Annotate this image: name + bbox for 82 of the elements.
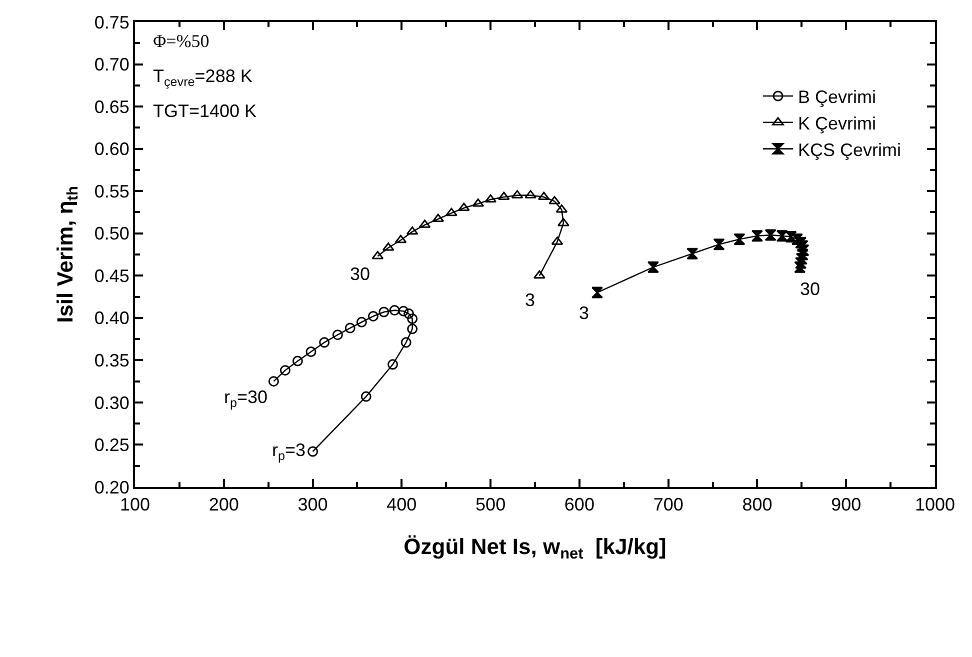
x-tick-label: 100: [120, 494, 150, 515]
point: [734, 234, 746, 246]
point: [445, 208, 458, 216]
point: [389, 305, 400, 316]
point: [308, 446, 318, 457]
y-tick-label: 0.45: [94, 266, 130, 286]
point: [556, 204, 568, 213]
x-tick-label: 400: [386, 494, 417, 515]
x-tick-label: 300: [298, 494, 328, 515]
y-tick-label: 0.40: [94, 308, 130, 328]
y-tick-label: 0.35: [94, 350, 130, 370]
annotation: TGT=1400 K: [153, 101, 257, 121]
x-tick-label: 700: [653, 494, 684, 515]
point: [557, 218, 570, 226]
annotation: r$_{p}$=3: [272, 440, 306, 463]
annotation: T$_{çevre}$=288 K: [153, 66, 252, 89]
x-tick-label: 1000: [914, 494, 956, 515]
point: [533, 270, 546, 279]
y-tick-label: 0.20: [94, 477, 130, 498]
point: [292, 356, 303, 366]
point: [404, 308, 414, 319]
point: [394, 234, 407, 244]
point: [306, 346, 316, 357]
point: [538, 192, 550, 200]
y-tick-label: 0.50: [94, 224, 130, 244]
point: [372, 250, 384, 260]
point: [686, 248, 698, 260]
point: [360, 391, 372, 402]
point: [332, 330, 343, 340]
point: [548, 196, 561, 204]
point: [791, 234, 803, 246]
point: [356, 316, 367, 328]
annotation: r$_{p}$=30: [224, 387, 268, 410]
point: [764, 229, 776, 241]
y-tick-label: 0.25: [94, 435, 130, 456]
annotation: Φ=%50: [153, 31, 210, 51]
x-tick-label: 200: [208, 494, 239, 515]
annotation: 30: [350, 264, 370, 284]
legend-label: K Çevrimi: [798, 113, 876, 134]
x-tick-label: 800: [742, 494, 772, 515]
point: [406, 226, 418, 235]
point: [591, 286, 603, 298]
x-tick-label: 500: [476, 494, 506, 515]
legend-label: KÇS Çevrimi: [798, 140, 902, 160]
point: [378, 306, 390, 318]
point: [498, 192, 510, 200]
y-tick-label: 0.70: [94, 54, 130, 75]
point: [796, 252, 808, 264]
point: [280, 365, 290, 376]
point: [407, 314, 418, 324]
point: [796, 240, 808, 252]
point: [268, 376, 279, 387]
point: [647, 261, 659, 273]
annotation: 3: [525, 290, 536, 310]
point: [776, 230, 788, 242]
point: [407, 324, 418, 334]
point: [382, 242, 394, 251]
point: [796, 248, 808, 260]
point: [398, 306, 409, 316]
legend-label: B Çevrimi: [798, 87, 876, 108]
point: [484, 194, 497, 203]
y-tick-label: 0.30: [94, 392, 130, 413]
x-tick-label: 600: [564, 494, 594, 515]
point: [400, 337, 412, 348]
y-tick-label: 0.60: [94, 139, 130, 160]
x-axis-title: Özgül Net Is, w$_{net}$ [kJ/kg]: [404, 534, 666, 563]
point: [368, 310, 378, 322]
point: [713, 238, 725, 250]
y-tick-label: 0.65: [94, 96, 130, 117]
point: [319, 337, 330, 348]
point: [795, 236, 807, 248]
y-tick-label: 0.55: [94, 181, 130, 202]
point: [795, 257, 807, 269]
annotation: 3: [579, 303, 590, 323]
point: [794, 261, 806, 273]
x-tick-label: 900: [831, 494, 862, 515]
y-tick-label: 0.75: [94, 12, 130, 32]
point: [388, 359, 398, 370]
point: [785, 231, 797, 242]
point: [344, 322, 356, 334]
point: [751, 230, 763, 242]
annotation: 30: [800, 279, 820, 299]
